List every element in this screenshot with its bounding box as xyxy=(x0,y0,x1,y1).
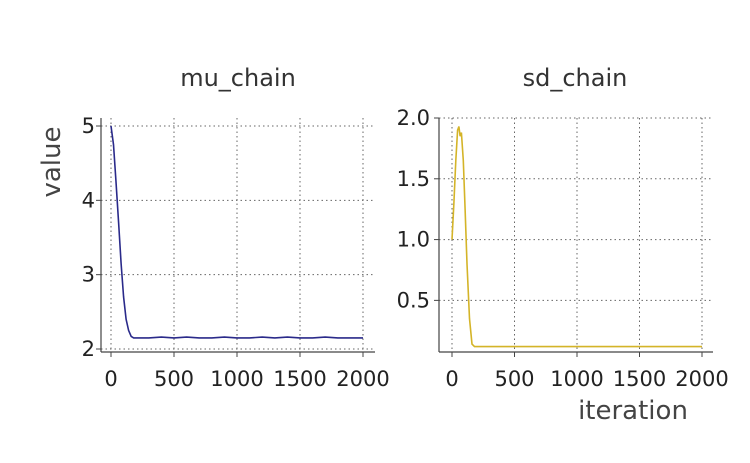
panel-mu-chain: mu_chain 0 500 1000 1500 2000 2 3 4 5 value xyxy=(37,64,390,391)
x-tick-label: 0 xyxy=(445,367,458,391)
ticks-sd-chain: 0 500 1000 1500 2000 2.0 1.5 1.0 0.5 xyxy=(397,106,729,391)
y-tick-label: 2 xyxy=(82,337,95,361)
y-tick-label: 5 xyxy=(82,114,95,138)
panel-title-mu-chain: mu_chain xyxy=(180,64,296,92)
y-tick-label: 2.0 xyxy=(397,106,430,130)
x-tick-label: 0 xyxy=(104,367,117,391)
y-axis-label: value xyxy=(37,126,67,197)
series-line-mu-chain xyxy=(110,125,363,339)
x-tick-label: 2000 xyxy=(675,367,728,391)
panel-title-sd-chain: sd_chain xyxy=(523,64,628,92)
panel-sd-chain: sd_chain 0 500 1000 1500 2000 2.0 1.5 1.0 0.5 it… xyxy=(397,64,729,426)
x-tick-label: 500 xyxy=(154,367,194,391)
x-tick-label: 1000 xyxy=(550,367,603,391)
grid-sd-chain xyxy=(439,117,713,352)
grid-mu-chain xyxy=(101,118,375,352)
y-tick-label: 1.0 xyxy=(397,228,430,252)
x-axis-label: iteration xyxy=(578,396,688,426)
y-tick-label: 4 xyxy=(82,188,95,212)
series-line-sd-chain xyxy=(451,126,702,348)
y-tick-label: 1.5 xyxy=(397,167,430,191)
x-tick-label: 500 xyxy=(494,367,534,391)
x-tick-label: 1500 xyxy=(273,367,326,391)
x-tick-label: 2000 xyxy=(336,367,389,391)
x-tick-label: 1000 xyxy=(210,367,263,391)
ticks-mu-chain: 0 500 1000 1500 2000 2 3 4 5 xyxy=(82,114,390,391)
x-tick-label: 1500 xyxy=(613,367,666,391)
y-tick-label: 3 xyxy=(82,263,95,287)
y-tick-label: 0.5 xyxy=(397,288,430,312)
